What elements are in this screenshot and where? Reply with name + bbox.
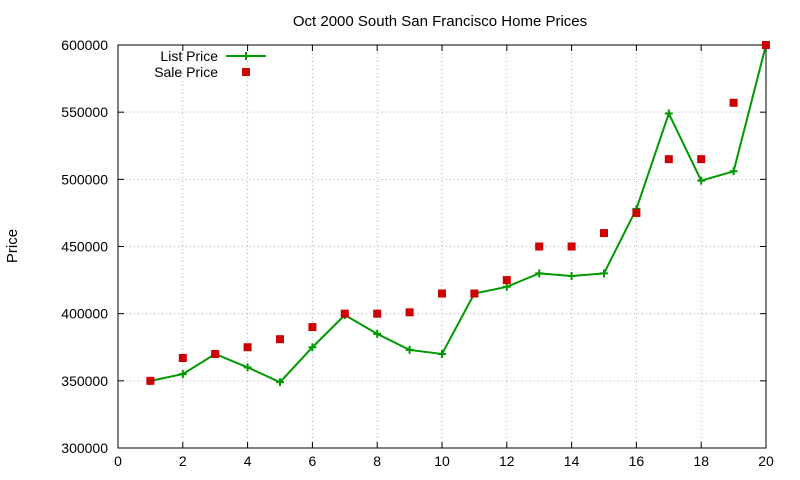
data-point-square: [340, 309, 349, 318]
data-point-square: [146, 376, 155, 385]
data-point-square: [405, 308, 414, 317]
data-point-square: [178, 353, 187, 362]
x-tick-label: 0: [114, 453, 122, 469]
data-point-square: [438, 289, 446, 298]
series: [146, 41, 770, 387]
data-point-square: [470, 289, 479, 298]
data-point-square: [211, 349, 220, 358]
x-tick-label: 6: [309, 453, 317, 469]
y-axis-label: Price: [4, 229, 21, 263]
legend-swatch-plus: [242, 52, 250, 60]
data-point-square: [276, 335, 284, 344]
x-tick-label: 12: [499, 453, 515, 469]
data-point-plus: [243, 363, 252, 372]
series-list-price: [146, 41, 770, 387]
data-point-plus: [178, 370, 187, 379]
grid: [118, 45, 766, 448]
data-point-square: [243, 343, 252, 352]
y-tick-label: 500000: [61, 171, 108, 187]
x-tick-label: 16: [629, 453, 645, 469]
data-point-square: [729, 98, 738, 107]
x-tick-label: 14: [564, 453, 580, 469]
data-point-square: [308, 323, 317, 332]
y-tick-label: 550000: [61, 104, 108, 120]
legend-swatch-square: [242, 68, 250, 76]
y-tick-label: 400000: [61, 306, 108, 322]
data-point-square: [373, 309, 382, 318]
y-tick-label: 450000: [61, 239, 108, 255]
data-point-plus: [438, 349, 446, 358]
chart-title: Oct 2000 South San Francisco Home Prices: [293, 13, 587, 30]
data-point-plus: [729, 167, 738, 176]
data-point-plus: [535, 269, 544, 278]
data-point-plus: [405, 345, 414, 354]
x-tick-label: 8: [373, 453, 381, 469]
data-point-square: [762, 41, 770, 49]
x-tick-label: 2: [179, 453, 187, 469]
data-point-plus: [308, 343, 317, 352]
series-line: [150, 44, 767, 384]
series-sale-price: [146, 41, 770, 385]
x-tick-label: 10: [434, 453, 450, 469]
y-tick-label: 600000: [61, 37, 108, 53]
x-tick-label: 4: [244, 453, 252, 469]
data-point-plus: [600, 269, 608, 278]
y-tick-label: 300000: [61, 440, 108, 456]
data-point-square: [567, 242, 576, 251]
data-point-plus: [664, 109, 673, 118]
x-tick-label: 20: [758, 453, 774, 469]
data-point-square: [697, 155, 706, 164]
data-point-plus: [697, 176, 706, 185]
data-point-plus: [276, 378, 284, 387]
legend-label: Sale Price: [154, 64, 218, 80]
data-point-plus: [373, 329, 382, 338]
data-point-square: [600, 229, 608, 238]
data-point-square: [664, 155, 673, 164]
data-point-plus: [502, 282, 511, 291]
data-point-square: [632, 208, 641, 217]
legend-label: List Price: [160, 48, 218, 64]
data-point-square: [502, 276, 511, 285]
data-point-plus: [567, 272, 576, 281]
axes: 0 2 4 6 8 10 12 14 16 18 20 300000 350000 400000 45000…: [61, 37, 774, 469]
y-tick-label: 350000: [61, 373, 108, 389]
data-point-square: [535, 242, 544, 251]
x-tick-label: 18: [693, 453, 709, 469]
